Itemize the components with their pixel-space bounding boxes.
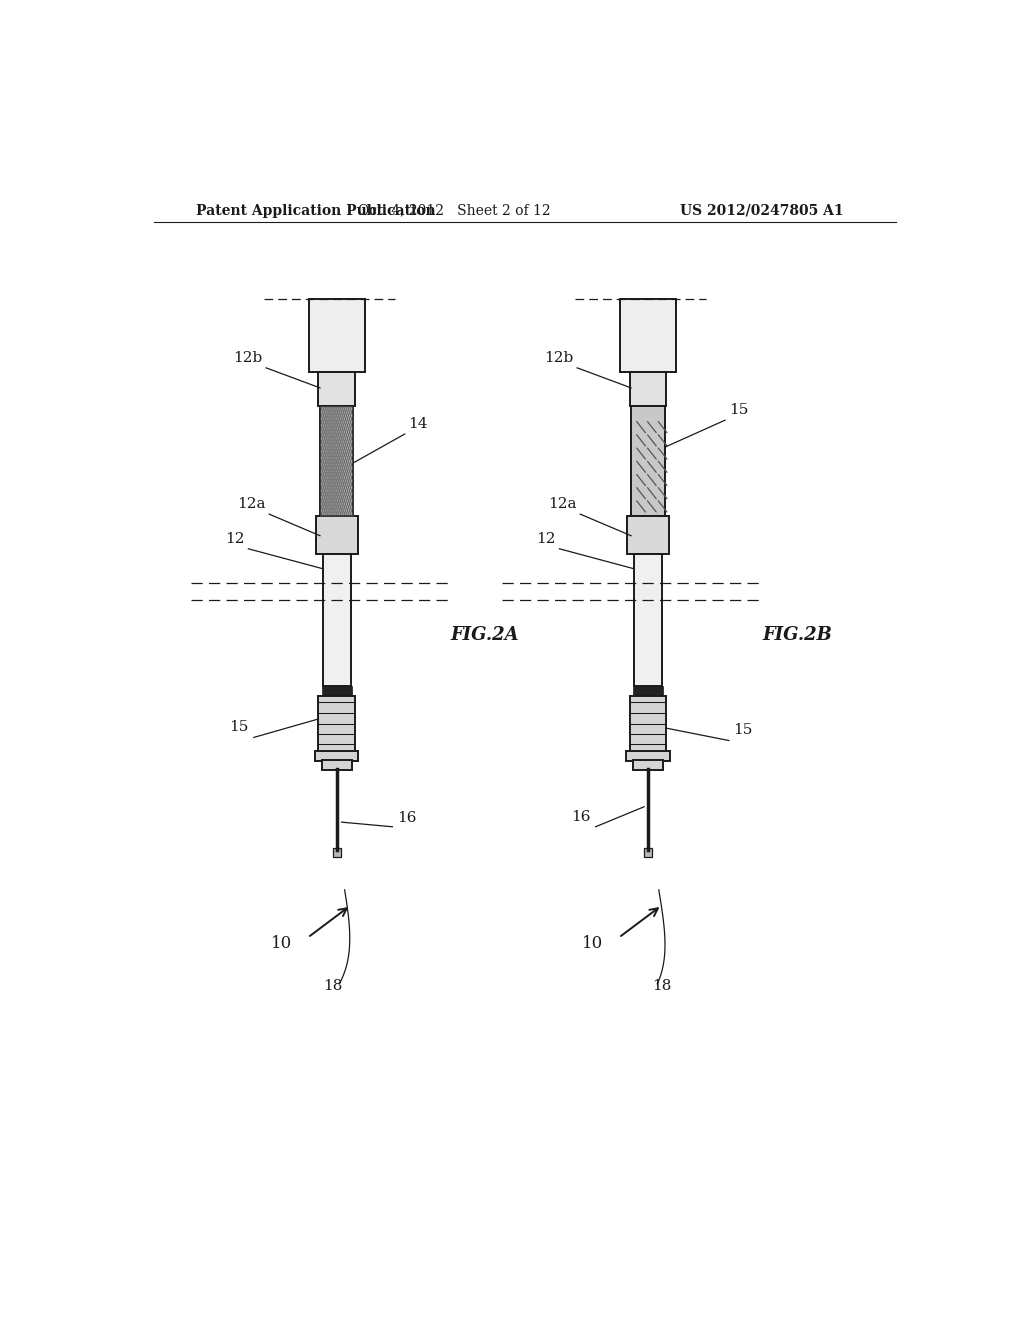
Text: 15: 15	[229, 721, 249, 734]
Bar	[321, 407, 353, 516]
Text: 12a: 12a	[237, 498, 265, 511]
Text: 12b: 12b	[233, 351, 262, 364]
Bar	[633, 760, 664, 770]
Polygon shape	[318, 372, 355, 407]
Text: 16: 16	[397, 810, 417, 825]
Bar	[633, 686, 663, 696]
Polygon shape	[621, 298, 676, 372]
Bar	[630, 696, 667, 752]
Bar	[634, 554, 663, 686]
Polygon shape	[309, 298, 365, 372]
Text: 12a: 12a	[548, 498, 577, 511]
Text: 15: 15	[733, 723, 752, 738]
Text: 15: 15	[730, 403, 749, 417]
Text: Oct. 4, 2012   Sheet 2 of 12: Oct. 4, 2012 Sheet 2 of 12	[357, 203, 550, 218]
Bar	[322, 686, 352, 696]
Polygon shape	[630, 372, 667, 407]
Text: 12: 12	[225, 532, 245, 545]
Text: 14: 14	[409, 417, 428, 430]
Bar	[322, 760, 352, 770]
Text: 10: 10	[582, 936, 603, 953]
Text: 16: 16	[571, 809, 591, 824]
Bar	[627, 751, 670, 762]
Bar	[333, 849, 341, 857]
Bar	[323, 554, 351, 686]
Text: FIG.2B: FIG.2B	[762, 627, 831, 644]
Text: 12b: 12b	[544, 351, 573, 364]
Bar	[315, 751, 358, 762]
Text: Patent Application Publication: Patent Application Publication	[196, 203, 435, 218]
Text: 10: 10	[271, 936, 292, 953]
Text: US 2012/0247805 A1: US 2012/0247805 A1	[680, 203, 844, 218]
Text: 12: 12	[537, 532, 556, 545]
Text: 18: 18	[652, 979, 671, 993]
Polygon shape	[316, 516, 357, 554]
Bar	[632, 407, 665, 516]
Polygon shape	[628, 516, 669, 554]
Bar	[318, 696, 355, 752]
Text: 18: 18	[324, 979, 343, 993]
Bar	[644, 849, 652, 857]
Text: FIG.2A: FIG.2A	[451, 627, 519, 644]
